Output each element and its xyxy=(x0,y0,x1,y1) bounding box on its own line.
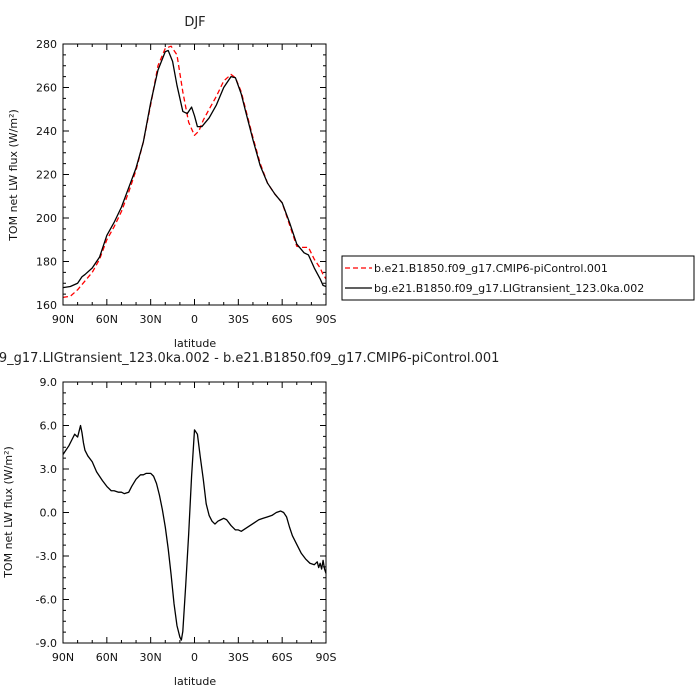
top-y-axis: 160 180 200 220 240 260 280 xyxy=(36,38,326,312)
top-x-tick-label: 60S xyxy=(272,313,293,326)
bottom-x-tick-label: 30S xyxy=(228,651,249,664)
bottom-y-tick-label: -9.0 xyxy=(36,637,57,650)
top-y-tick-label: 200 xyxy=(36,212,57,225)
legend-label-lig: bg.e21.B1850.f09_g17.LIGtransient_123.0k… xyxy=(374,282,644,295)
bottom-y-tick-label: 9.0 xyxy=(40,376,58,389)
bottom-x-tick-label: 90S xyxy=(316,651,337,664)
bottom-series-line-0 xyxy=(62,424,327,641)
top-y-tick-label: 220 xyxy=(36,169,57,182)
bottom-y-tick-label: -6.0 xyxy=(36,594,57,607)
bottom-y-tick-label: 0.0 xyxy=(40,507,58,520)
top-y-tick-label: 240 xyxy=(36,125,57,138)
legend-label-control: b.e21.B1850.f09_g17.CMIP6-piControl.001 xyxy=(374,262,608,275)
bottom-series-group xyxy=(62,424,327,641)
bottom-x-axis: 90N 60N 30N 0 30S 60S 90S xyxy=(52,382,337,664)
bottom-y-tick-label: -3.0 xyxy=(36,550,57,563)
top-plot-frame xyxy=(62,43,327,306)
top-x-tick-label: 90N xyxy=(52,313,74,326)
top-x-tick-label: 0 xyxy=(191,313,198,326)
bottom-y-axis-label: TOM net LW flux (W/m²) xyxy=(2,446,15,579)
top-y-axis-label: TOM net LW flux (W/m²) xyxy=(7,109,20,242)
bottom-x-tick-label: 30N xyxy=(140,651,162,664)
bottom-y-axis: -9.0 -6.0 -3.0 0.0 3.0 6.0 9.0 xyxy=(36,376,326,650)
top-series-line-1 xyxy=(62,49,327,289)
top-x-tick-label: 60N xyxy=(96,313,118,326)
top-x-tick-label: 30N xyxy=(140,313,162,326)
bottom-y-tick-label: 6.0 xyxy=(40,420,58,433)
bottom-x-axis-label: latitude xyxy=(174,675,216,688)
top-x-tick-label: 90S xyxy=(316,313,337,326)
bottom-plot-title: bg.e21.B1850.f09_g17.LIGtransient_123.0k… xyxy=(0,351,499,366)
top-x-axis: 90N 60N 30N 0 30S 60S 90S xyxy=(52,44,337,326)
bottom-plot-frame xyxy=(62,381,327,644)
bottom-x-tick-label: 90N xyxy=(52,651,74,664)
top-series-group xyxy=(62,45,327,299)
top-series-line-0 xyxy=(62,45,327,299)
top-x-tick-label: 30S xyxy=(228,313,249,326)
bottom-x-tick-label: 0 xyxy=(191,651,198,664)
bottom-x-tick-label: 60S xyxy=(272,651,293,664)
top-y-tick-label: 180 xyxy=(36,256,57,269)
legend: b.e21.B1850.f09_g17.CMIP6-piControl.001 … xyxy=(341,255,695,301)
top-x-axis-label: latitude xyxy=(174,337,216,350)
bottom-panel: bg.e21.B1850.f09_g17.LIGtransient_123.0k… xyxy=(0,351,499,688)
top-y-tick-label: 280 xyxy=(36,38,57,51)
top-y-tick-label: 260 xyxy=(36,82,57,95)
top-y-tick-label: 160 xyxy=(36,299,57,312)
legend-box xyxy=(341,255,695,301)
top-panel: DJF 90N 60N 30N 0 30S 60S 90S 160 180 200 220 240 2… xyxy=(7,15,337,350)
bottom-x-tick-label: 60N xyxy=(96,651,118,664)
bottom-y-tick-label: 3.0 xyxy=(40,463,58,476)
top-plot-title: DJF xyxy=(184,15,205,30)
